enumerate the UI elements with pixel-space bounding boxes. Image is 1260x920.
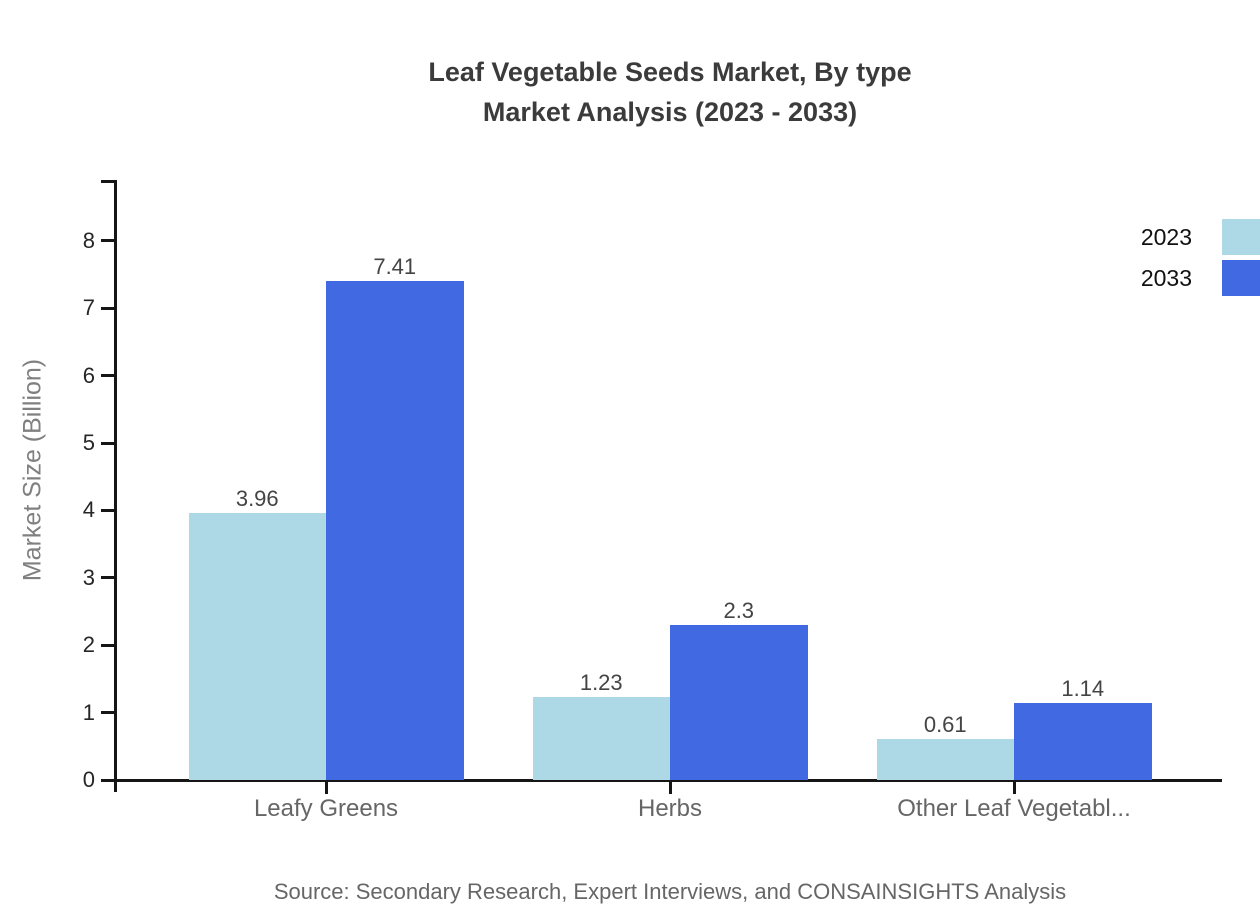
bar-value-label: 1.14 bbox=[1061, 676, 1105, 702]
y-tick bbox=[101, 306, 115, 310]
x-tick bbox=[1012, 781, 1016, 794]
legend-label: 2023 bbox=[1140, 223, 1192, 250]
bar-2033 bbox=[670, 624, 808, 780]
y-tick bbox=[101, 711, 115, 715]
legend: 2023 2033 bbox=[1141, 219, 1260, 301]
x-category-label: Herbs bbox=[637, 795, 703, 822]
y-tick bbox=[101, 508, 115, 512]
bar-2023 bbox=[188, 513, 326, 780]
y-tick bbox=[101, 576, 115, 580]
y-tick-label: 7 bbox=[82, 295, 95, 321]
y-tick bbox=[101, 239, 115, 243]
y-tick bbox=[101, 643, 115, 647]
chart-subtitle: Market Analysis (2023 - 2033) bbox=[482, 97, 858, 127]
y-tick bbox=[101, 441, 115, 445]
y-tick-label: 2 bbox=[82, 632, 95, 658]
bar-2023 bbox=[876, 738, 1014, 780]
y-tick-label: 8 bbox=[82, 227, 95, 253]
legend-swatch bbox=[1222, 219, 1260, 255]
y-axis bbox=[114, 180, 117, 792]
bar-value-label: 0.61 bbox=[923, 711, 967, 737]
x-tick bbox=[668, 781, 672, 794]
bar-value-label: 7.41 bbox=[373, 253, 417, 279]
bar-2033 bbox=[326, 280, 464, 780]
legend-swatch bbox=[1222, 260, 1260, 296]
y-tick bbox=[101, 374, 115, 378]
chart-title-block: Leaf Vegetable Seeds Market, By type Mar… bbox=[80, 52, 1260, 132]
y-axis-title: Market Size (Billion) bbox=[18, 358, 47, 582]
legend-item: 2033 bbox=[1141, 260, 1260, 296]
y-tick-label: 1 bbox=[82, 699, 95, 725]
legend-label: 2033 bbox=[1140, 264, 1192, 291]
bar-2033 bbox=[1014, 703, 1152, 780]
y-tick-label: 0 bbox=[82, 767, 95, 792]
source-text: Source: Secondary Research, Expert Inter… bbox=[273, 879, 1067, 904]
x-axis bbox=[108, 779, 1222, 782]
source-block: Source: Secondary Research, Expert Inter… bbox=[80, 879, 1260, 905]
y-tick-label: 4 bbox=[82, 497, 95, 523]
x-category-label: Other Leaf Vegetabl... bbox=[897, 795, 1131, 822]
bar-2023 bbox=[532, 697, 670, 780]
y-tick-label: 3 bbox=[82, 564, 95, 590]
bar-value-label: 1.23 bbox=[579, 670, 623, 696]
y-tick-label: 6 bbox=[82, 362, 95, 388]
x-tick bbox=[324, 781, 328, 794]
y-tick-label: 5 bbox=[82, 430, 95, 455]
bar-value-label: 2.3 bbox=[723, 597, 755, 623]
y-axis-top-cap bbox=[101, 180, 115, 183]
chart-title: Leaf Vegetable Seeds Market, By type bbox=[428, 57, 912, 87]
y-tick bbox=[101, 778, 115, 782]
x-category-label: Leafy Greens bbox=[253, 795, 399, 822]
legend-item: 2023 bbox=[1141, 219, 1260, 255]
bar-value-label: 3.96 bbox=[235, 486, 279, 512]
